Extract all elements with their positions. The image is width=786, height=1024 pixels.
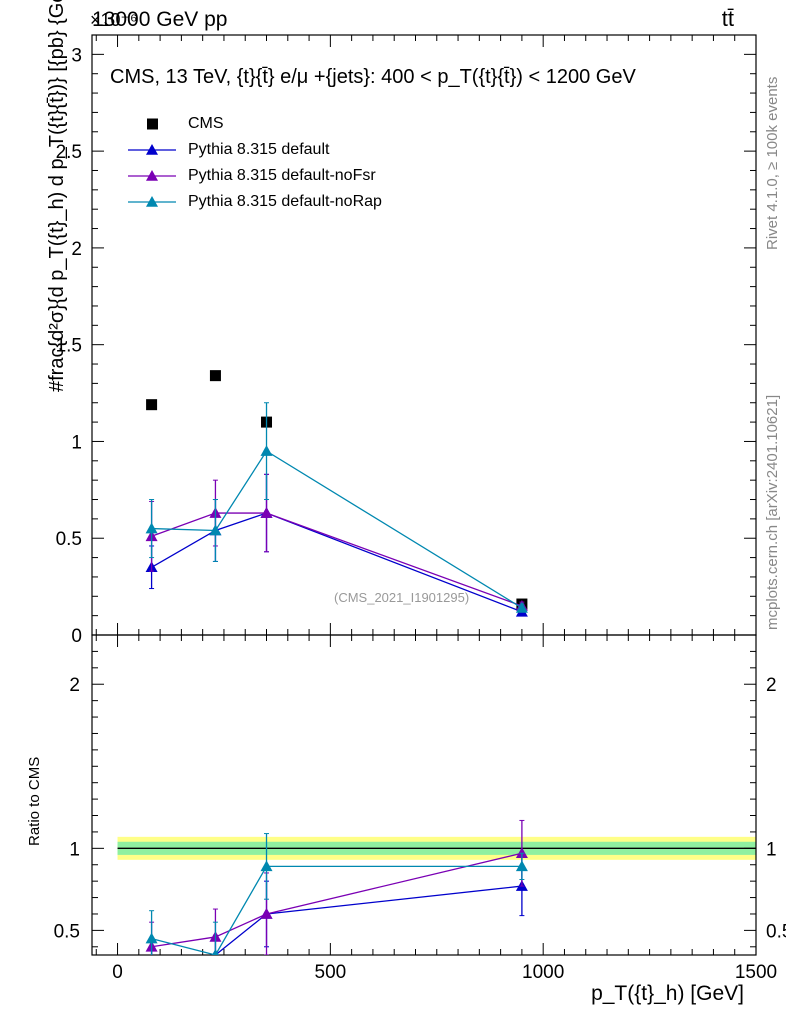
analysis-watermark: (CMS_2021_I1901295) <box>334 590 470 605</box>
legend-label: Pythia 8.315 default-noRap <box>188 193 382 210</box>
ratio-series-group <box>145 819 528 968</box>
ratio-series-2-line <box>151 865 522 955</box>
x-axis-title: p_T({t}_h) [GeV] <box>591 982 744 1005</box>
x-tick-label: 500 <box>315 962 347 983</box>
legend-marker <box>146 170 158 181</box>
ratio-y-tick-label: 2 <box>69 675 80 696</box>
ratio-series-2-point <box>145 932 158 944</box>
mcplots-label: mcplots.cern.ch [arXiv:2401.10621] <box>764 394 781 630</box>
main-y-axis-title: #frac{d²σ}{d p_T({t}_h) d p_T({t}{t̄})} … <box>46 0 68 392</box>
ratio-series-2-point <box>260 860 273 872</box>
main-series-2-point <box>260 507 273 518</box>
y-tick-label: 2 <box>71 239 82 260</box>
ratio-series-0-point <box>146 957 158 968</box>
ratio-series-1-line <box>151 852 523 948</box>
ratio-series-2-point <box>515 860 528 872</box>
ratio-y-tick-label: 0.5 <box>766 921 786 942</box>
collision-label: 13000 GeV pp <box>92 8 228 31</box>
legend-label: Pythia 8.315 default <box>188 141 330 158</box>
legend-label: CMS <box>188 115 224 132</box>
y-exponent-label: ×10⁻⁶ <box>90 10 138 30</box>
main-series-3-point <box>209 524 222 536</box>
main-series-0-point <box>146 399 158 411</box>
x-tick-label: 1500 <box>735 962 777 983</box>
ratio-frame <box>91 634 757 956</box>
legend-marker <box>146 144 158 155</box>
main-series-0-point <box>209 370 221 382</box>
plot-title: CMS, 13 TeV, {t}{t̄} e/μ +{jets}: 400 < … <box>110 66 636 88</box>
main-series-3-line <box>151 450 523 609</box>
ratio-y-axis-title: Ratio to CMS <box>26 756 43 846</box>
ratio-series-0-line <box>210 885 522 955</box>
main-series-3-point <box>145 522 158 534</box>
main-series-1-line <box>151 512 523 613</box>
x-tick-label: 1000 <box>522 962 564 983</box>
ratio-y-tick-label: 1 <box>69 839 80 860</box>
y-tick-label: 2.5 <box>56 142 82 163</box>
y-tick-label: 3 <box>71 45 82 66</box>
main-series-3-point <box>515 601 528 613</box>
ratio-series-2-point <box>212 949 219 955</box>
ratio-y-tick-label: 2 <box>766 675 777 696</box>
x-tick-label: 0 <box>112 962 123 983</box>
legend-marker <box>146 196 158 207</box>
main-series-3-point <box>260 445 273 456</box>
y-tick-label: 0.5 <box>56 529 82 550</box>
main-series-group <box>145 370 528 617</box>
ratio-series-1-point <box>260 907 273 919</box>
y-tick-label: 1.5 <box>56 336 82 357</box>
rivet-version-label: Rivet 4.1.0, ≥ 100k events <box>764 76 781 250</box>
legend-marker <box>147 118 158 130</box>
process-label: tt̄ <box>721 6 734 31</box>
ratio-series-1-point <box>515 847 528 859</box>
ratio-bands <box>117 836 756 860</box>
ratio-y-tick-label: 0.5 <box>54 921 80 942</box>
y-tick-label: 1 <box>71 432 82 453</box>
legend-label: Pythia 8.315 default-noFsr <box>188 167 376 184</box>
y-tick-label: 0 <box>71 626 82 647</box>
main-series-2-line <box>151 512 523 607</box>
ratio-y-tick-label: 1 <box>766 839 777 860</box>
